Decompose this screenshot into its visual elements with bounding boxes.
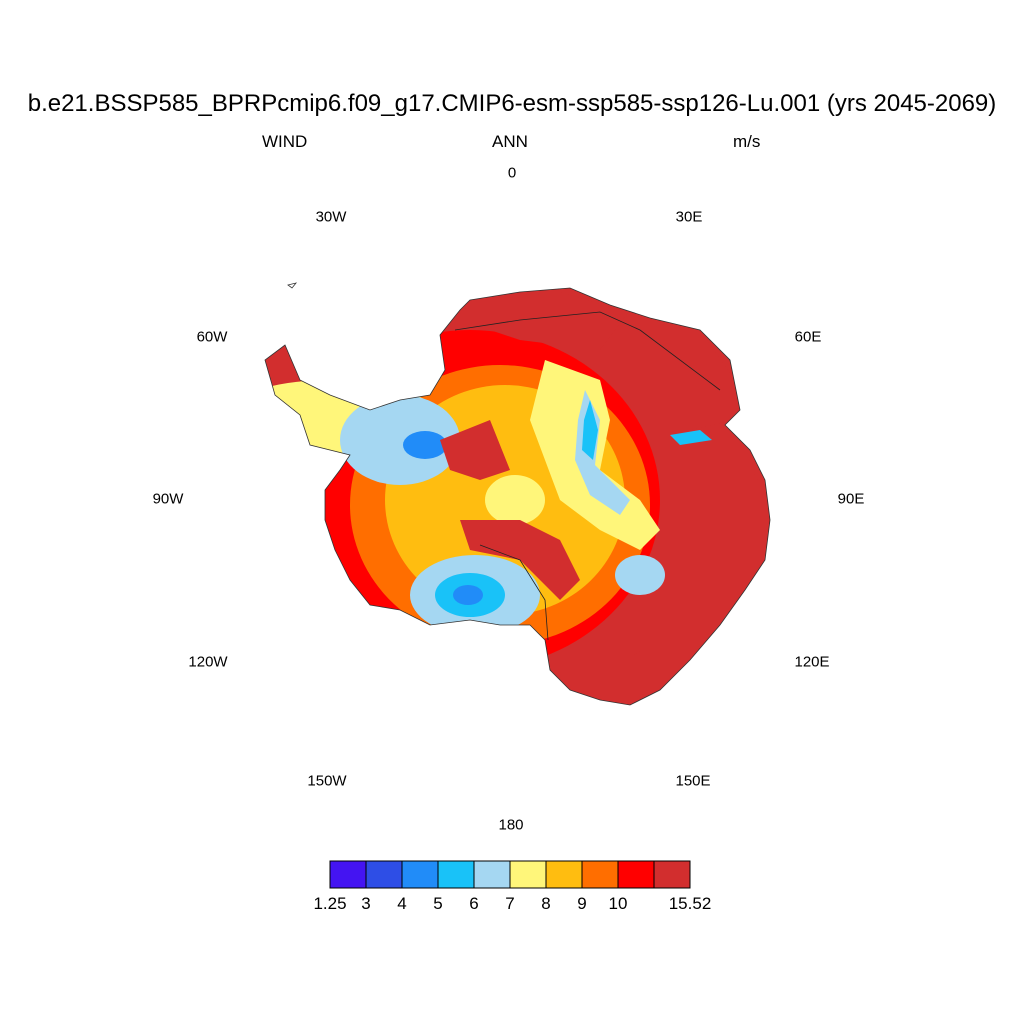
plateau-band-5 <box>582 400 598 460</box>
coats-land-belt <box>490 292 620 350</box>
ross-shelf-4 <box>453 585 483 605</box>
colorbar-tick-label: 9 <box>577 894 587 913</box>
colorbar-tick-label: 6 <box>469 894 479 913</box>
colorbar-tick-label: 4 <box>397 894 407 913</box>
colorbar-swatch <box>653 860 691 889</box>
colorbar-tick-label: 3 <box>361 894 371 913</box>
season-label: ANN <box>492 132 528 151</box>
colorbar-swatch <box>473 860 511 889</box>
east-coast-belt <box>620 430 770 700</box>
lon-label-150w: 150W <box>307 772 347 790</box>
lon-label-0: 0 <box>507 164 517 182</box>
colorbar <box>329 860 691 889</box>
colorbar-swatch <box>509 860 547 889</box>
colorbar-tick-label: 5 <box>433 894 443 913</box>
island-outline <box>287 282 298 289</box>
colorbar-swatch <box>329 860 367 889</box>
lon-label-150e: 150E <box>675 772 711 790</box>
ice-shelf-line-1 <box>454 311 721 391</box>
colorbar-swatch <box>401 860 439 889</box>
lon-label-180: 180 <box>498 816 524 834</box>
plateau-band-6b <box>615 555 665 595</box>
lon-label-90w: 90W <box>152 490 184 508</box>
lon-label-30w: 30W <box>315 208 347 226</box>
colorbar-tick-label: 10 <box>608 894 628 913</box>
amery-shelf-band <box>670 430 712 445</box>
ronne-shelf-6 <box>340 395 460 485</box>
colorbar-tick-label: 8 <box>541 894 551 913</box>
lon-label-30e: 30E <box>675 208 703 226</box>
colorbar-swatch <box>365 860 403 889</box>
units-label: m/s <box>733 132 761 151</box>
colorbar-swatch <box>617 860 655 889</box>
colorbar-swatch <box>581 860 619 889</box>
lon-label-90e: 90E <box>837 490 865 508</box>
colorbar-tick-label: 15.52 <box>668 894 712 913</box>
lon-label-60w: 60W <box>196 328 228 346</box>
colorbar-tick-label: 1.25 <box>313 894 347 913</box>
colorbar-swatch <box>545 860 583 889</box>
colorbar-tick-label: 7 <box>505 894 515 913</box>
wind-field <box>265 288 770 705</box>
ice-shelf-line-2 <box>479 544 549 641</box>
ronne-shelf-4 <box>403 431 447 459</box>
lon-label-120w: 120W <box>188 653 228 671</box>
colorbar-swatch <box>437 860 475 889</box>
central-ridge-west <box>440 420 510 480</box>
plot-title: b.e21.BSSP585_BPRPcmip6.f09_g17.CMIP6-es… <box>27 90 997 117</box>
lon-label-120e: 120E <box>794 653 830 671</box>
variable-label: WIND <box>262 132 308 151</box>
lon-label-60e: 60E <box>794 328 822 346</box>
dml-coast-belt <box>600 310 735 430</box>
pole-band-7 <box>485 475 545 525</box>
coastline <box>264 287 771 706</box>
